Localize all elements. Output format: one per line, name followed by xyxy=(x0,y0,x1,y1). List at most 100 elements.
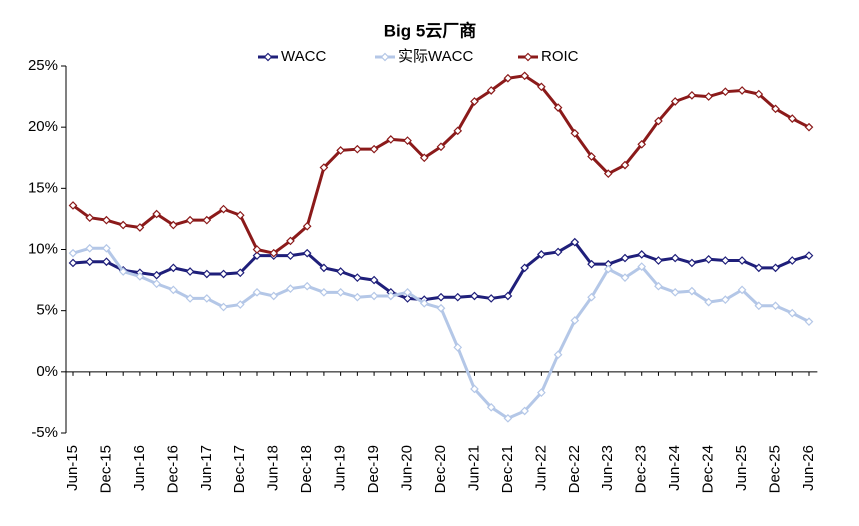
data-point xyxy=(436,142,446,152)
data-point xyxy=(336,146,345,155)
y-tick-label: 15% xyxy=(28,179,58,196)
data-point xyxy=(403,287,412,297)
data-point xyxy=(486,294,496,303)
data-point xyxy=(85,243,95,253)
data-point xyxy=(754,263,764,273)
data-point xyxy=(787,308,797,318)
data-point xyxy=(436,292,446,302)
data-point xyxy=(637,139,647,149)
data-point xyxy=(520,406,529,416)
data-point xyxy=(804,251,814,260)
data-point xyxy=(369,291,379,301)
data-point xyxy=(670,253,680,263)
legend-marker xyxy=(523,52,533,62)
data-point xyxy=(386,291,396,301)
x-tick-label: Dec-21 xyxy=(499,445,516,493)
data-point xyxy=(403,136,412,145)
x-tick-label: Dec-19 xyxy=(365,445,382,493)
data-point xyxy=(754,89,764,99)
data-point xyxy=(252,287,262,297)
data-point xyxy=(553,103,563,112)
data-point xyxy=(152,279,161,289)
data-point xyxy=(520,71,529,81)
x-tick-label: Jun-18 xyxy=(265,445,282,491)
data-point xyxy=(102,243,111,253)
legend-label: ROIC xyxy=(541,48,579,65)
data-point xyxy=(787,256,797,265)
data-point xyxy=(470,384,479,394)
data-point xyxy=(687,258,697,268)
data-point xyxy=(520,263,529,273)
data-point xyxy=(804,317,814,327)
data-point xyxy=(403,294,412,303)
data-point xyxy=(737,285,747,295)
data-point xyxy=(570,237,580,247)
data-point xyxy=(269,291,279,301)
data-point xyxy=(219,269,228,279)
x-tick-label: Jun-20 xyxy=(399,445,416,491)
data-point xyxy=(118,220,128,230)
data-point xyxy=(537,388,546,397)
data-point xyxy=(787,114,797,123)
data-point xyxy=(235,268,245,278)
series-line xyxy=(72,74,810,255)
legend-item: 实际WACC xyxy=(375,48,473,65)
data-point xyxy=(620,273,630,282)
data-point xyxy=(353,292,362,302)
data-point xyxy=(436,303,446,313)
data-point xyxy=(302,281,312,291)
data-point xyxy=(620,160,630,170)
data-point xyxy=(704,254,713,264)
data-point xyxy=(286,284,295,293)
data-point xyxy=(319,263,329,273)
data-point xyxy=(68,258,78,268)
x-tick-label: Jun-24 xyxy=(666,445,683,491)
data-point xyxy=(453,292,463,302)
data-point xyxy=(553,247,563,257)
data-point xyxy=(704,92,713,101)
data-point xyxy=(670,287,680,297)
data-point xyxy=(185,267,195,276)
data-point xyxy=(118,267,128,276)
x-tick-label: Dec-18 xyxy=(298,445,315,493)
data-point xyxy=(85,257,95,267)
data-point xyxy=(503,413,513,423)
x-tick-label: Dec-20 xyxy=(432,445,449,493)
data-point xyxy=(68,248,78,258)
legend-item: ROIC xyxy=(518,48,579,65)
data-point xyxy=(169,263,178,273)
data-point xyxy=(687,91,697,100)
data-point xyxy=(169,285,178,295)
data-point xyxy=(486,402,496,412)
data-point xyxy=(102,257,111,267)
data-point xyxy=(537,82,546,92)
legend-item: WACC xyxy=(258,48,326,65)
data-point xyxy=(353,273,362,282)
x-tick-label: Jun-19 xyxy=(332,445,349,491)
data-point xyxy=(219,302,228,312)
data-point xyxy=(654,116,663,126)
data-point xyxy=(419,298,429,308)
data-point xyxy=(152,270,161,280)
data-point xyxy=(185,294,195,303)
data-point xyxy=(637,262,647,271)
data-point xyxy=(252,251,262,260)
data-point xyxy=(319,163,329,172)
data-point xyxy=(202,215,212,225)
data-point xyxy=(721,87,730,97)
x-tick-label: Dec-17 xyxy=(231,445,248,493)
data-point xyxy=(386,135,396,144)
data-point xyxy=(336,287,345,297)
data-point xyxy=(687,286,697,296)
data-point xyxy=(68,201,78,210)
data-point xyxy=(235,210,245,220)
data-point xyxy=(369,144,379,154)
data-point xyxy=(754,301,764,311)
x-tick-label: Jun-26 xyxy=(800,445,817,491)
x-tick-label: Dec-23 xyxy=(633,445,650,493)
data-point xyxy=(637,250,647,259)
data-point xyxy=(503,73,513,83)
data-point xyxy=(587,152,596,161)
data-point xyxy=(219,204,228,214)
